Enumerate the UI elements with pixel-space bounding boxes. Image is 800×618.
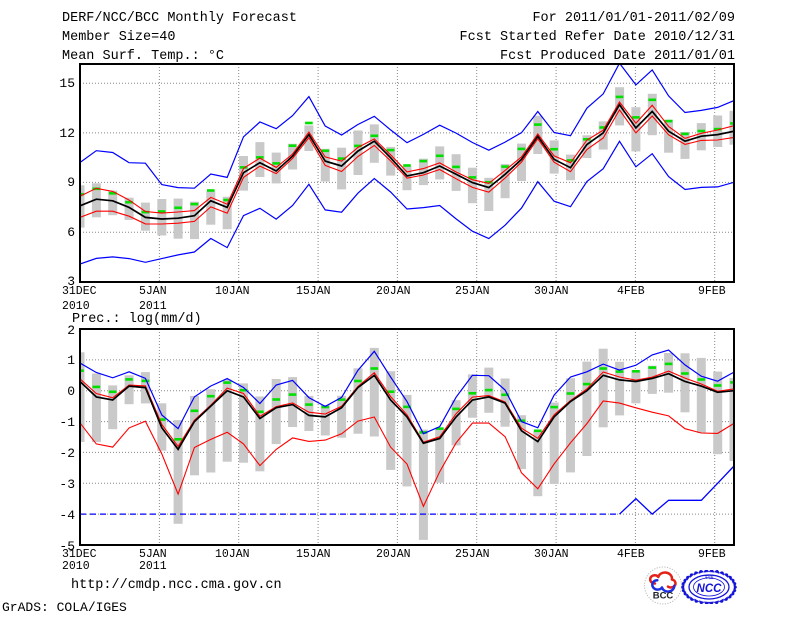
svg-text:BCC: BCC [653, 591, 674, 602]
svg-text:中国: 中国 [705, 574, 714, 581]
svg-text:NCC: NCC [697, 583, 723, 595]
